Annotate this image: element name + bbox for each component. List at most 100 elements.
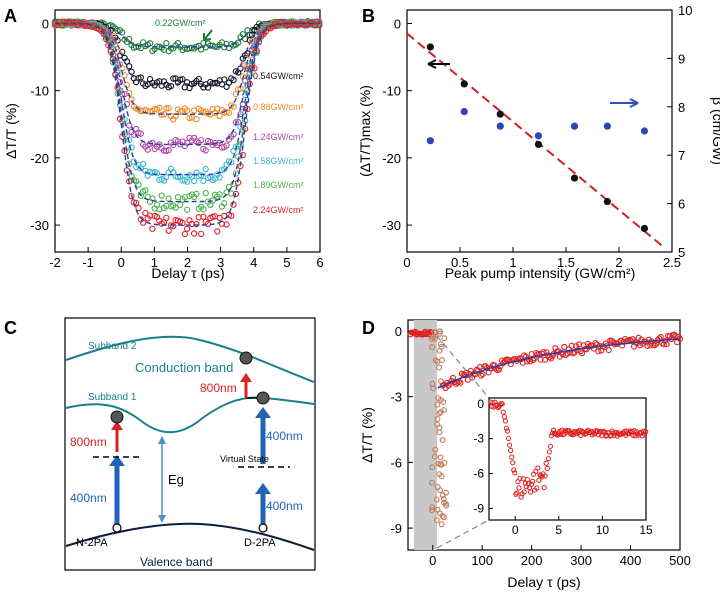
data-point [555,348,562,355]
panel-label-c: C [4,318,17,338]
d2pa-hole [258,523,268,533]
data-point [137,74,144,81]
n2pa-hole [112,523,122,533]
inset-point [544,465,550,471]
inset-point [527,489,534,495]
data-point [660,341,667,348]
beta-point [460,108,468,116]
data-point [156,104,163,112]
data-point [437,510,444,517]
data-point [165,105,172,112]
x-tick-label: 300 [570,553,592,568]
left-arrow-icon [427,59,450,69]
panel-b-xlabel: Peak pump intensity (GW/cm²) [445,265,636,281]
inset-point [502,418,508,424]
beta-point [570,122,579,130]
data-point [527,358,534,365]
inset-point [518,494,524,500]
data-point [163,105,170,112]
inset-point [545,456,551,462]
data-point [645,336,652,343]
data-point [592,339,599,347]
data-point [436,429,443,436]
data-point [434,506,441,513]
n2pa-800-label: 800nm [70,435,107,449]
legend-054: 0.54GW/cm² [253,71,304,81]
d2pa-800-label: 800nm [200,381,237,395]
inset-point [528,481,535,487]
data-point [316,21,323,29]
data-point [126,122,133,129]
data-point [181,230,188,238]
d2pa-electron [256,391,270,405]
n2pa-400-head [109,455,125,466]
right-arrow-icon [610,98,639,108]
inset-point [643,429,649,435]
data-point [179,76,186,83]
data-point [144,146,151,153]
data-point [165,227,172,234]
inset-y-tick-label: -6 [473,467,484,481]
data-point [635,334,642,341]
data-point [105,42,112,49]
data-point [135,204,142,212]
beta-point [534,132,543,140]
data-point [114,84,121,91]
x-tick-label: 2 [184,255,191,270]
inset-point [542,473,548,479]
data-point [126,35,133,43]
data-point [239,152,246,159]
data-point [218,81,226,88]
x-tick-label: 100 [471,553,493,568]
max-point [570,174,579,182]
data-point [139,160,147,168]
data-point [442,500,449,507]
data-point [184,225,191,232]
data-point [128,193,135,200]
data-point [235,119,242,126]
data-point [443,489,449,496]
subband1-label: Subband 1 [88,392,137,403]
zoom-line-top [436,335,490,399]
panel-b-ylabel-right: β (cm/GW) [710,97,720,165]
inset-x-tick-label: 15 [639,523,653,537]
panel-a-xlabel: Delay τ (ps) [151,265,224,281]
inset-x-tick-label: 10 [596,523,610,537]
max-point [460,80,468,88]
max-point [603,197,611,206]
d2pa-label: D-2PA [244,537,276,549]
data-point [221,200,228,207]
data-point [200,213,207,220]
panel-d-xlabel: Delay τ (ps) [507,574,580,590]
data-point [533,349,540,357]
data-point [126,136,133,144]
data-point [228,190,235,197]
inset-point [503,425,510,431]
inset-point [541,484,547,491]
data-point [441,335,448,342]
beta-point [496,122,504,130]
panel-d-shaded-region [414,320,437,550]
y-right-tick-label: 7 [678,148,685,163]
data-point [437,454,444,461]
beta-point [640,127,649,135]
data-point [225,109,233,116]
inset-point [514,490,520,496]
x-tick-label: 400 [620,553,642,568]
data-point [193,220,200,228]
max-point [534,140,543,149]
legend-158: 1.58GW/cm² [253,156,304,166]
data-point [216,191,223,198]
panel-d-ylabel: ΔT/T (%) [359,407,375,463]
x-tick-label: 500 [669,553,691,568]
y-tick-label: -20 [30,151,49,166]
data-point [440,514,447,521]
data-point [200,206,207,213]
data-point [662,338,669,345]
data-point [436,410,443,417]
data-point [81,22,89,30]
panel-label-d: D [362,318,375,338]
x-tick-label: 2.5 [663,255,681,270]
data-point [429,344,436,351]
